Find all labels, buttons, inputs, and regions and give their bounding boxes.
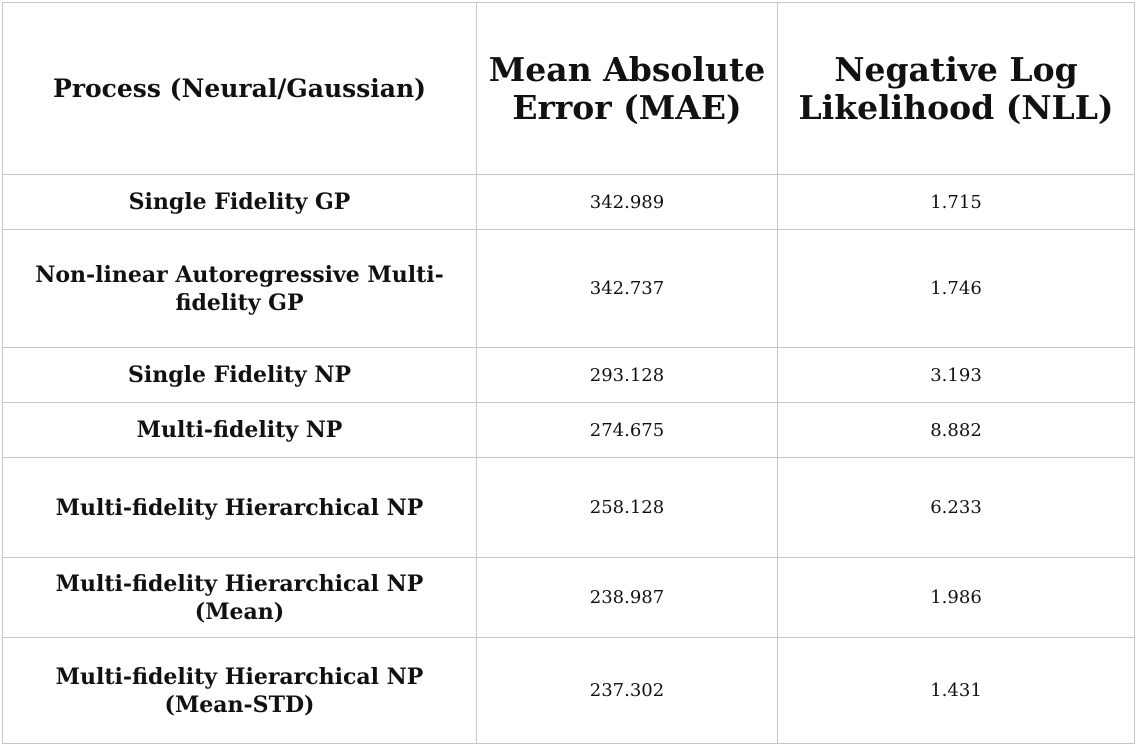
table-row: Multi-fidelity Hierarchical NP (Mean) 23… bbox=[2, 557, 1135, 638]
method-cell: Multi-fidelity Hierarchical NP bbox=[2, 457, 477, 558]
nll-cell: 3.193 bbox=[777, 347, 1135, 403]
mae-cell: 342.737 bbox=[476, 229, 778, 348]
method-cell: Non-linear Autoregressive Multi-fidelity… bbox=[2, 229, 477, 348]
table-row: Non-linear Autoregressive Multi-fidelity… bbox=[2, 229, 1135, 348]
table-row: Single Fidelity NP 293.128 3.193 bbox=[2, 347, 1135, 403]
table-row: Multi-fidelity Hierarchical NP 258.128 6… bbox=[2, 457, 1135, 558]
nll-cell: 1.746 bbox=[777, 229, 1135, 348]
mae-cell: 293.128 bbox=[476, 347, 778, 403]
header-nll: Negative Log Likelihood (NLL) bbox=[777, 2, 1135, 175]
method-cell: Multi-fidelity Hierarchical NP (Mean-STD… bbox=[2, 637, 477, 744]
nll-cell: 1.431 bbox=[777, 637, 1135, 744]
nll-cell: 1.986 bbox=[777, 557, 1135, 638]
nll-cell: 6.233 bbox=[777, 457, 1135, 558]
table-row: Multi-fidelity NP 274.675 8.882 bbox=[2, 402, 1135, 458]
mae-cell: 238.987 bbox=[476, 557, 778, 638]
mae-cell: 237.302 bbox=[476, 637, 778, 744]
method-cell: Multi-fidelity Hierarchical NP (Mean) bbox=[2, 557, 477, 638]
header-process: Process (Neural/Gaussian) bbox=[2, 2, 477, 175]
method-cell: Multi-fidelity NP bbox=[2, 402, 477, 458]
nll-cell: 1.715 bbox=[777, 174, 1135, 230]
header-row: Process (Neural/Gaussian) Mean Absolute … bbox=[2, 2, 1135, 175]
nll-cell: 8.882 bbox=[777, 402, 1135, 458]
method-cell: Single Fidelity NP bbox=[2, 347, 477, 403]
mae-cell: 342.989 bbox=[476, 174, 778, 230]
mae-cell: 258.128 bbox=[476, 457, 778, 558]
table-row: Multi-fidelity Hierarchical NP (Mean-STD… bbox=[2, 637, 1135, 744]
method-cell: Single Fidelity GP bbox=[2, 174, 477, 230]
mae-cell: 274.675 bbox=[476, 402, 778, 458]
table-row: Single Fidelity GP 342.989 1.715 bbox=[2, 174, 1135, 230]
header-mae: Mean Absolute Error (MAE) bbox=[476, 2, 778, 175]
